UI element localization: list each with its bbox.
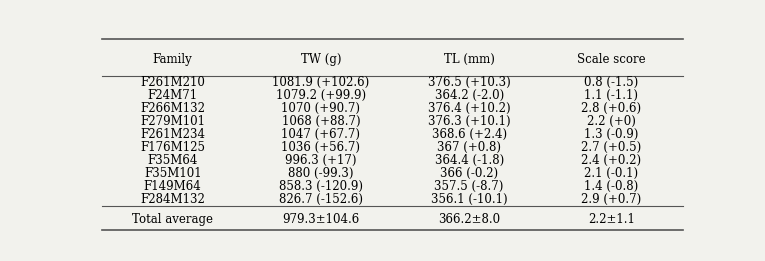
Text: F261M234: F261M234	[140, 128, 205, 141]
Text: 1070 (+90.7): 1070 (+90.7)	[282, 102, 360, 115]
Text: F35M101: F35M101	[144, 167, 201, 180]
Text: 2.2 (+0): 2.2 (+0)	[587, 115, 636, 128]
Text: 996.3 (+17): 996.3 (+17)	[285, 154, 356, 167]
Text: F266M132: F266M132	[140, 102, 205, 115]
Text: 368.6 (+2.4): 368.6 (+2.4)	[431, 128, 506, 141]
Text: 366 (-0.2): 366 (-0.2)	[440, 167, 498, 180]
Text: F35M64: F35M64	[148, 154, 198, 167]
Text: 2.9 (+0.7): 2.9 (+0.7)	[581, 193, 642, 206]
Text: 1.1 (-1.1): 1.1 (-1.1)	[584, 89, 639, 102]
Text: F261M210: F261M210	[140, 76, 205, 88]
Text: 1036 (+56.7): 1036 (+56.7)	[282, 141, 360, 154]
Text: 376.3 (+10.1): 376.3 (+10.1)	[428, 115, 510, 128]
Text: 364.4 (-1.8): 364.4 (-1.8)	[435, 154, 504, 167]
Text: 880 (-99.3): 880 (-99.3)	[288, 167, 353, 180]
Text: 376.5 (+10.3): 376.5 (+10.3)	[428, 76, 510, 88]
Text: 1.4 (-0.8): 1.4 (-0.8)	[584, 180, 639, 193]
Text: TW (g): TW (g)	[301, 53, 341, 66]
Text: F284M132: F284M132	[140, 193, 205, 206]
Text: 1068 (+88.7): 1068 (+88.7)	[282, 115, 360, 128]
Text: Family: Family	[153, 53, 193, 66]
Text: 364.2 (-2.0): 364.2 (-2.0)	[435, 89, 504, 102]
Text: Total average: Total average	[132, 213, 213, 226]
Text: 357.5 (-8.7): 357.5 (-8.7)	[435, 180, 504, 193]
Text: 2.8 (+0.6): 2.8 (+0.6)	[581, 102, 642, 115]
Text: 376.4 (+10.2): 376.4 (+10.2)	[428, 102, 510, 115]
Text: 1081.9 (+102.6): 1081.9 (+102.6)	[272, 76, 369, 88]
Text: 366.2±8.0: 366.2±8.0	[438, 213, 500, 226]
Text: F149M64: F149M64	[144, 180, 201, 193]
Text: 1047 (+67.7): 1047 (+67.7)	[282, 128, 360, 141]
Text: 2.1 (-0.1): 2.1 (-0.1)	[584, 167, 639, 180]
Text: 367 (+0.8): 367 (+0.8)	[437, 141, 501, 154]
Text: 1079.2 (+99.9): 1079.2 (+99.9)	[276, 89, 366, 102]
Text: Scale score: Scale score	[577, 53, 646, 66]
Text: 0.8 (-1.5): 0.8 (-1.5)	[584, 76, 639, 88]
Text: 2.2±1.1: 2.2±1.1	[588, 213, 635, 226]
Text: 858.3 (-120.9): 858.3 (-120.9)	[279, 180, 363, 193]
Text: 356.1 (-10.1): 356.1 (-10.1)	[431, 193, 507, 206]
Text: F279M101: F279M101	[140, 115, 205, 128]
Text: 826.7 (-152.6): 826.7 (-152.6)	[279, 193, 363, 206]
Text: 1.3 (-0.9): 1.3 (-0.9)	[584, 128, 639, 141]
Text: TL (mm): TL (mm)	[444, 53, 495, 66]
Text: 979.3±104.6: 979.3±104.6	[282, 213, 360, 226]
Text: 2.7 (+0.5): 2.7 (+0.5)	[581, 141, 642, 154]
Text: F176M125: F176M125	[140, 141, 205, 154]
Text: 2.4 (+0.2): 2.4 (+0.2)	[581, 154, 642, 167]
Text: F24M71: F24M71	[148, 89, 198, 102]
